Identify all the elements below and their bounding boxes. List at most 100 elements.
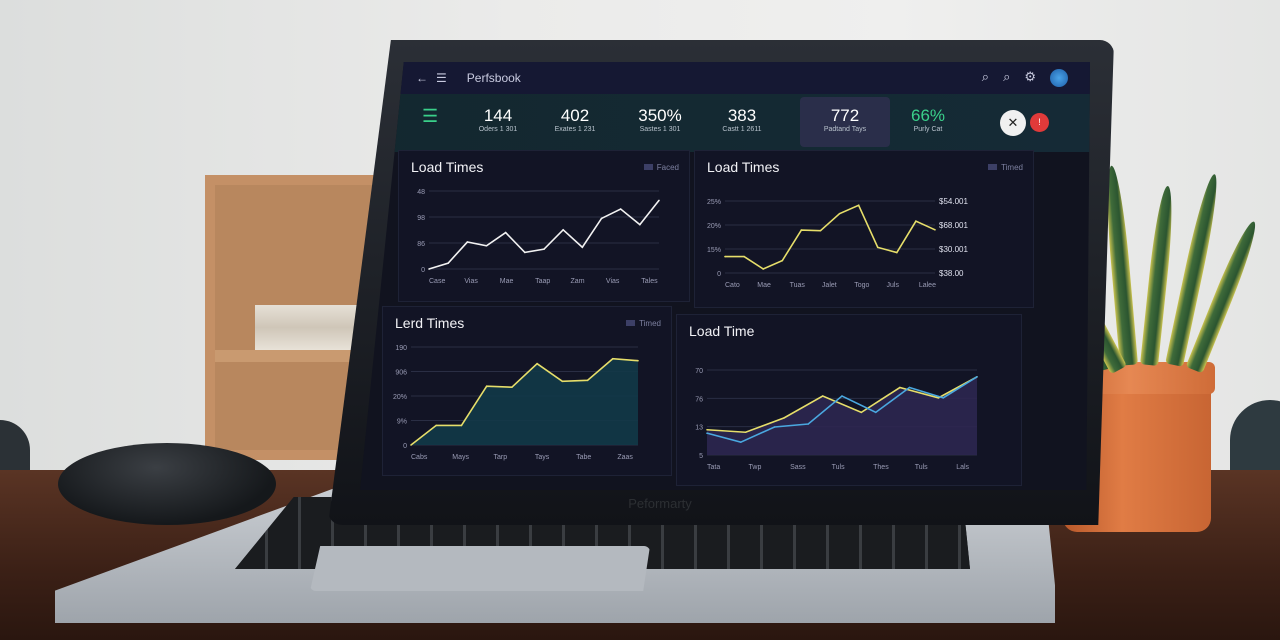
wooden-shelf [205, 175, 375, 460]
x-tick-label: Mae [757, 282, 771, 289]
chart-title: Load Times [411, 159, 484, 175]
data-point [781, 259, 784, 262]
stat-card[interactable]: 66% Purly Cat [883, 106, 973, 133]
x-tick-label: Sass [790, 464, 806, 471]
data-point [800, 229, 803, 231]
top-bar: ← ☰ Perfsbook ⌕ ⌕ ⚙ [360, 62, 1090, 94]
data-point [915, 220, 917, 222]
x-tick-label: Tabe [576, 454, 591, 461]
stat-card[interactable]: 144 Oders 1 301 [453, 106, 543, 133]
data-point [821, 395, 824, 397]
data-point [739, 441, 742, 443]
chart-svg: 190 906 20% 9% 0 Cabs Mays Tarp Tays Tabe Zaas [393, 345, 639, 461]
y-tick-label: 25% [707, 199, 721, 206]
series-line [706, 376, 978, 434]
data-point [586, 379, 589, 382]
series-line [428, 199, 660, 270]
chart-svg: 25% 20% 15% 0 $54.001 $68.001 $30.001 $38.00 Cat… [707, 197, 968, 289]
right-axis-label: $38.00 [939, 269, 964, 278]
data-point [934, 229, 936, 231]
x-tick-label: Twp [749, 464, 762, 471]
menu-icon[interactable]: ☰ [436, 71, 447, 85]
trackpad[interactable] [310, 546, 650, 591]
x-tick-label: Zam [571, 278, 585, 285]
computer-mouse [58, 443, 276, 525]
x-tick-label: Tata [707, 464, 720, 471]
data-point [838, 212, 841, 215]
data-point [637, 359, 639, 362]
books [255, 305, 365, 350]
data-point [435, 424, 438, 427]
x-tick-label: Taap [535, 278, 550, 285]
data-point [485, 385, 488, 387]
x-tick-label: Mays [452, 454, 469, 461]
app-title: Perfsbook [466, 71, 521, 85]
data-point [428, 268, 430, 270]
stat-value: 383 [727, 106, 757, 125]
data-point [876, 246, 879, 249]
data-point [976, 376, 978, 378]
stats-bar: ☰ 144 Oders 1 301 402 Exates 1 231 350% Sas… [360, 94, 1090, 152]
y-tick-label: 98 [417, 215, 425, 222]
dashboard-screen: ← ☰ Perfsbook ⌕ ⌕ ⚙ ☰ 144 Oders 1 301 402… [360, 62, 1090, 490]
x-tick-label: Thes [873, 464, 889, 471]
x-tick-label: Zaas [617, 454, 633, 461]
data-point [504, 231, 507, 234]
data-point [819, 229, 822, 232]
x-tick-label: Case [429, 278, 445, 285]
data-point [561, 380, 564, 383]
x-tick-label: Vias [606, 278, 620, 285]
chart-panel-load-times: Load Times Faced 48 98 86 0 Case Vias Mae Taap Z… [398, 150, 690, 302]
chart-svg: 70 76 13 5 Tata Twp Sass Tuls Thes Tuls Lals [695, 368, 978, 471]
x-tick-label: Tales [641, 278, 658, 285]
x-tick-label: Tays [535, 454, 550, 461]
data-point [773, 426, 776, 428]
close-button[interactable]: ✕ [1000, 110, 1026, 136]
search-icon[interactable]: ⌕ [981, 69, 990, 84]
legend-item[interactable]: Faced [644, 163, 679, 172]
x-tick-label: Tuls [915, 464, 928, 471]
chart-panel-load-times: Load Times Timed 25% 20% 15% 0 $54.001 $68.00… [694, 150, 1034, 308]
area-fill [707, 376, 977, 455]
y-tick-label: 0 [421, 267, 425, 274]
stat-value: 772 [830, 106, 860, 125]
data-point [937, 397, 940, 399]
data-point [619, 208, 622, 210]
data-point [743, 255, 745, 258]
data-point [706, 432, 708, 434]
y-tick-label: 20% [707, 223, 721, 230]
data-point [658, 199, 660, 202]
area-fill [411, 358, 638, 445]
hamburger-menu-icon[interactable]: ☰ [422, 106, 439, 126]
x-tick-label: Cabs [411, 454, 428, 461]
legend-item[interactable]: Timed [988, 163, 1023, 172]
legend-item[interactable]: Timed [626, 319, 661, 328]
y-tick-label: 20% [393, 394, 407, 401]
back-arrow-icon[interactable]: ← [416, 71, 428, 85]
y-tick-label: 15% [707, 247, 721, 254]
alert-badge[interactable]: ! [1030, 113, 1049, 132]
y-tick-label: 0 [717, 271, 721, 278]
x-tick-label: Tuls [832, 464, 845, 471]
data-point [611, 357, 614, 360]
x-tick-label: Tarp [494, 454, 508, 461]
search-icon[interactable]: ⌕ [1003, 69, 1011, 84]
data-point [762, 268, 764, 270]
stat-label: Sastes 1 301 [639, 126, 681, 133]
data-point [942, 397, 945, 399]
data-point [807, 423, 810, 425]
data-point [543, 248, 545, 250]
x-tick-label: Juls [887, 282, 900, 289]
data-point [466, 241, 469, 243]
stat-card[interactable]: 402 Exates 1 231 [530, 106, 620, 133]
stat-card[interactable]: 383 Castt 1 2611 [697, 106, 787, 133]
stat-label: Castt 1 2611 [722, 126, 762, 133]
x-tick-label: Cato [725, 282, 740, 289]
stat-card[interactable]: 350% Sastes 1 301 [615, 106, 705, 133]
data-point [874, 411, 877, 414]
avatar[interactable] [1050, 69, 1068, 87]
laptop-brand: Peformarty [628, 496, 692, 511]
settings-icon[interactable]: ⚙ [1024, 69, 1036, 84]
stat-card-selected[interactable]: 772 Padtand Tays [800, 97, 890, 147]
data-point [447, 262, 449, 264]
